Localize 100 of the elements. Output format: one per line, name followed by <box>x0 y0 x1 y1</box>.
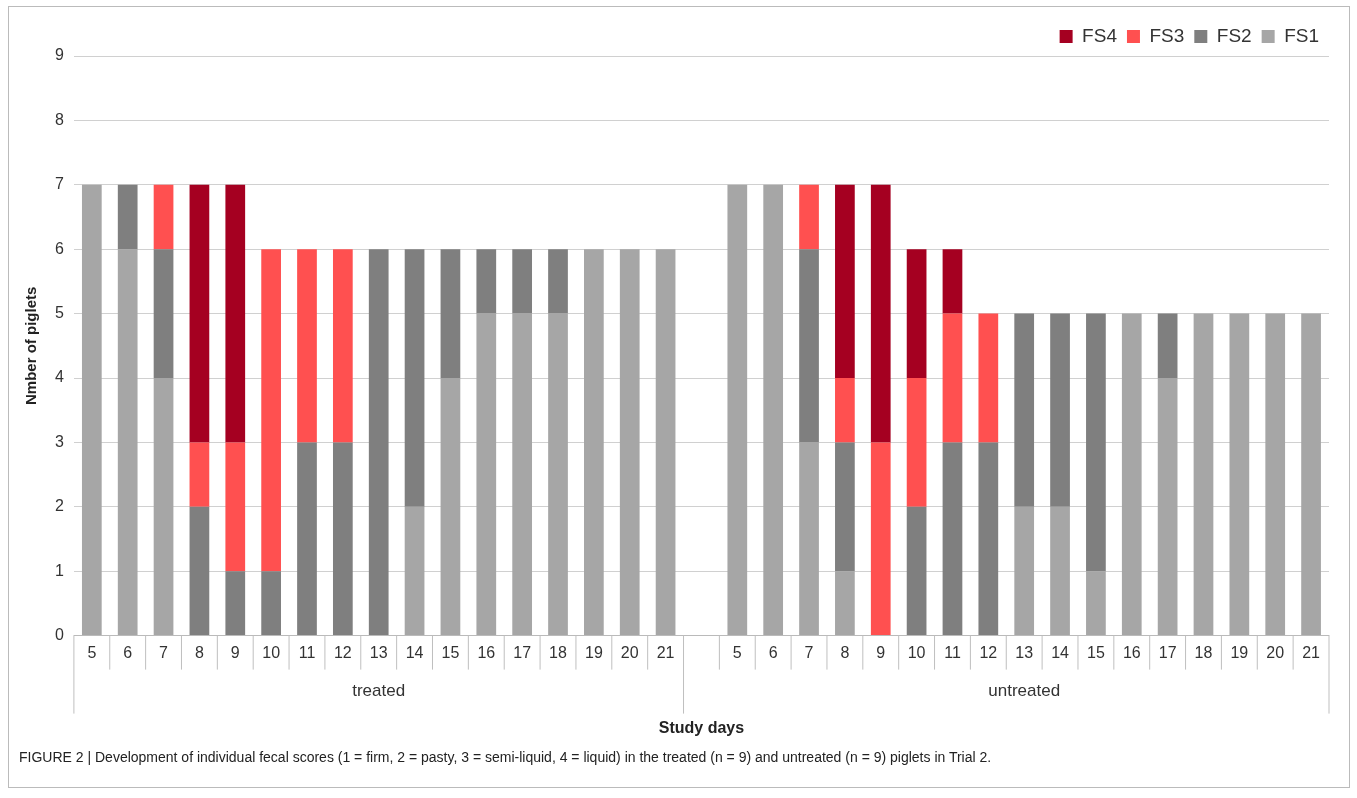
bar <box>1014 313 1035 507</box>
y-tick-label: 9 <box>54 46 64 64</box>
x-tick-label: 19 <box>1230 643 1249 661</box>
y-tick-label: 7 <box>54 175 64 193</box>
bar <box>1193 313 1214 636</box>
bar <box>835 442 855 572</box>
x-tick-label: 13 <box>369 643 388 661</box>
bar <box>261 249 281 572</box>
bar <box>1301 313 1321 636</box>
bar <box>225 571 246 636</box>
bar <box>476 249 497 314</box>
bar <box>297 249 317 443</box>
x-tick-label: 10 <box>907 643 926 661</box>
y-tick-label: 4 <box>54 368 64 386</box>
x-tick-label: 7 <box>804 643 814 661</box>
x-tick-label: 19 <box>584 643 603 661</box>
bar <box>763 184 784 636</box>
bar <box>906 249 927 378</box>
y-axis-title: Nmber of piglets <box>22 286 40 405</box>
bar <box>189 442 210 507</box>
bar <box>799 249 819 443</box>
y-tick-label: 1 <box>54 561 64 579</box>
bar <box>153 184 174 250</box>
x-tick-label: 5 <box>87 643 97 661</box>
bar <box>799 442 819 636</box>
bar <box>368 249 389 636</box>
bar <box>1086 313 1106 572</box>
bar <box>1121 313 1142 636</box>
bar <box>153 378 174 636</box>
y-tick-label: 5 <box>54 304 64 322</box>
x-tick-label: 9 <box>230 643 240 661</box>
y-tick-label: 0 <box>54 626 64 644</box>
x-tick-label: 12 <box>333 643 352 661</box>
caption: FIGURE 2 | Development of individual fecal scores (1 = firm, 2 = pasty, 3 = semi-liquid, 4 = liquid) in the treated (n = 9) and untreated (n = 9) piglets in Trial 2. <box>19 749 992 765</box>
bar <box>117 184 138 250</box>
x-tick-label: 20 <box>1266 643 1285 661</box>
bar <box>584 249 604 636</box>
x-tick-label: 7 <box>159 643 169 661</box>
bar <box>1050 506 1070 636</box>
x-tick-label: 20 <box>620 643 639 661</box>
legend-label: FS1 <box>1284 24 1320 46</box>
legend-label: FS4 <box>1082 24 1118 46</box>
x-tick-label: 17 <box>1158 643 1177 661</box>
bar <box>1086 571 1106 636</box>
bar <box>655 249 676 636</box>
x-tick-label: 21 <box>656 643 675 661</box>
x-tick-label: 14 <box>1051 643 1070 661</box>
bar <box>835 571 855 636</box>
x-tick-label: 16 <box>1122 643 1141 661</box>
x-tick-label: 11 <box>298 643 316 661</box>
y-tick-label: 3 <box>54 432 64 450</box>
x-tick-label: 12 <box>979 643 998 661</box>
bar <box>619 249 640 636</box>
bar <box>906 506 927 636</box>
y-tick-label: 8 <box>54 110 64 128</box>
bar <box>81 184 102 636</box>
x-tick-label: 16 <box>477 643 496 661</box>
bar <box>153 249 174 378</box>
x-tick-label: 13 <box>1015 643 1034 661</box>
bar <box>512 313 533 636</box>
bar <box>835 378 855 443</box>
x-tick-label: 6 <box>123 643 133 661</box>
bar <box>1229 313 1250 636</box>
bar <box>727 184 748 636</box>
x-axis-title: Study days <box>658 718 745 736</box>
x-tick-label: 5 <box>732 643 742 661</box>
bar <box>440 249 461 378</box>
bar <box>225 184 246 443</box>
bar <box>1157 313 1178 378</box>
y-tick-label: 6 <box>54 239 64 257</box>
bar <box>297 442 317 636</box>
x-tick-label: 15 <box>441 643 460 661</box>
x-tick-label: 8 <box>194 643 204 661</box>
y-tick-label: 2 <box>54 497 64 515</box>
bar <box>404 249 425 507</box>
bar <box>1050 313 1070 507</box>
bar <box>225 442 246 572</box>
x-tick-label: 17 <box>513 643 532 661</box>
bar <box>942 313 963 443</box>
bar <box>440 378 461 636</box>
bar <box>906 378 927 507</box>
bar <box>1014 506 1035 636</box>
legend-label: FS3 <box>1149 24 1185 46</box>
text: treated <box>352 681 406 701</box>
bar <box>978 313 999 443</box>
x-tick-label: 10 <box>262 643 281 661</box>
legend-label: FS2 <box>1216 24 1252 46</box>
bar <box>189 184 210 443</box>
bar <box>1157 378 1178 636</box>
bar <box>404 506 425 636</box>
bar <box>835 184 855 378</box>
bar <box>799 184 819 250</box>
bar <box>189 506 210 636</box>
x-tick-label: 18 <box>549 643 568 661</box>
bar <box>548 313 568 636</box>
bar <box>261 571 281 636</box>
x-tick-label: 9 <box>876 643 886 661</box>
x-tick-label: 14 <box>405 643 424 661</box>
bar <box>870 442 891 636</box>
text: untreated <box>988 681 1061 701</box>
